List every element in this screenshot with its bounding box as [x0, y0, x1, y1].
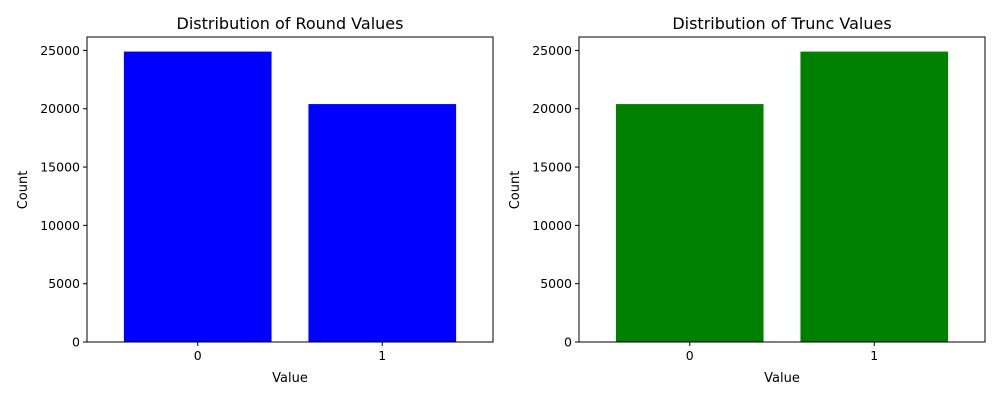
y-tick-label-round: 25000 [40, 43, 80, 58]
chart-trunc: Distribution of Trunc Values Value Count… [508, 14, 986, 386]
y-tick-label-round: 10000 [40, 218, 80, 233]
bar-round-1 [308, 104, 457, 342]
y-axis-label-trunc: Count [508, 171, 523, 210]
x-tick-label-round: 0 [194, 348, 202, 363]
chart-round: Distribution of Round Values Value Count… [16, 14, 494, 386]
x-axis-label-trunc: Value [764, 371, 800, 386]
chart-title-trunc: Distribution of Trunc Values [672, 14, 891, 33]
y-tick-label-trunc: 15000 [532, 160, 572, 175]
y-tick-label-trunc: 20000 [532, 101, 572, 116]
y-tick-label-trunc: 5000 [540, 276, 572, 291]
x-axis-label-round: Value [272, 371, 308, 386]
axes-frame-trunc [578, 36, 986, 343]
bar-trunc-1 [800, 51, 949, 342]
x-tick-label-round: 1 [378, 348, 386, 363]
y-tick-label-trunc: 10000 [532, 218, 572, 233]
x-tick-label-trunc: 0 [686, 348, 694, 363]
bar-trunc-0 [615, 104, 764, 342]
y-tick-label-round: 5000 [48, 276, 80, 291]
y-tick-label-round: 0 [72, 335, 80, 350]
y-axis-label-round: Count [16, 171, 31, 210]
plot-area-trunc: 0 1 0 5000 10000 15000 20000 25000 [532, 43, 949, 363]
y-tick-label-trunc: 0 [564, 335, 572, 350]
x-tick-label-trunc: 1 [870, 348, 878, 363]
y-tick-label-round: 15000 [40, 160, 80, 175]
axes-frame-round [86, 36, 494, 343]
y-tick-label-round: 20000 [40, 101, 80, 116]
plot-area-round: 0 1 0 5000 10000 15000 20000 25000 [40, 43, 457, 363]
bar-round-0 [123, 51, 272, 342]
y-tick-label-trunc: 25000 [532, 43, 572, 58]
chart-title-round: Distribution of Round Values [177, 14, 404, 33]
